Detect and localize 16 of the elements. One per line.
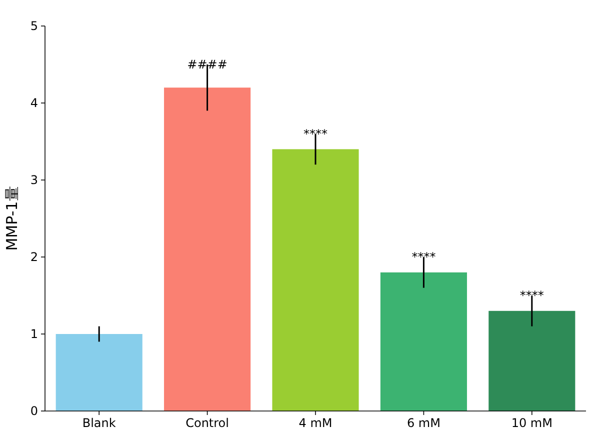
annotation: ****	[520, 288, 544, 302]
y-tick-label: 1	[30, 327, 38, 341]
y-tick-label: 5	[30, 19, 38, 33]
x-tick-label: Control	[186, 416, 229, 430]
x-tick-label: 4 mM	[298, 416, 332, 430]
y-axis-title: MMP-1量	[3, 186, 21, 251]
annotation: ****	[304, 126, 328, 141]
y-tick-label: 4	[30, 96, 38, 110]
x-tick-label: Blank	[82, 416, 116, 430]
x-tick-label: 10 mM	[511, 416, 552, 430]
x-tick-label: 6 mM	[406, 416, 440, 430]
y-tick-label: 2	[30, 250, 38, 264]
annotation: ####	[187, 58, 228, 72]
y-tick-label: 3	[30, 173, 38, 187]
annotation: ****	[412, 250, 436, 264]
y-tick-label: 0	[30, 404, 38, 418]
